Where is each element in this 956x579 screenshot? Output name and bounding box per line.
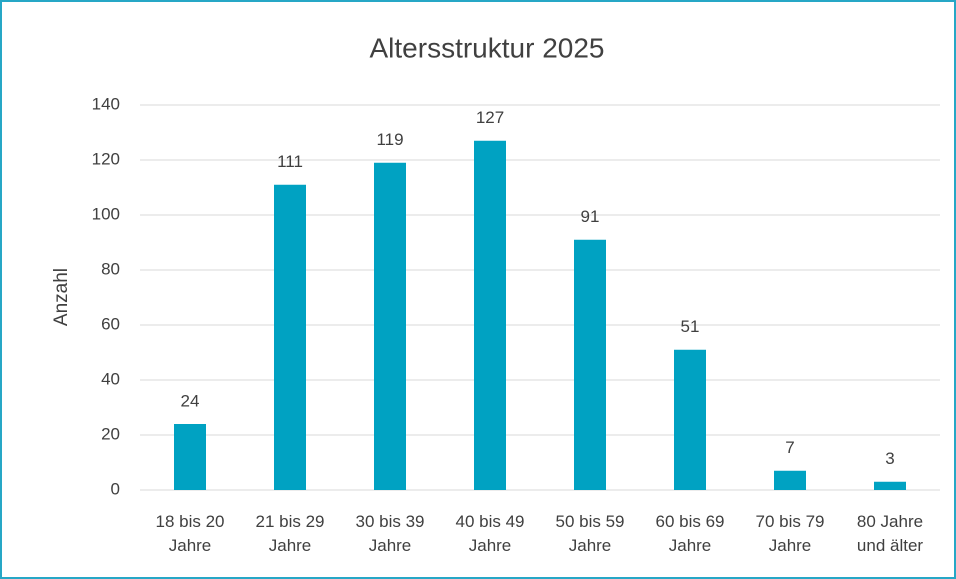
bar	[374, 162, 406, 490]
y-tick-label: 120	[92, 149, 120, 168]
x-tick-label: 30 bis 39 Jahre	[355, 512, 425, 555]
value-label: 119	[376, 130, 403, 149]
y-tick-label: 140	[92, 94, 120, 113]
y-tick-label: 100	[92, 204, 120, 223]
x-tick-label: 80 Jahre und älter	[856, 512, 924, 555]
x-tick-label: 70 bis 79 Jahre	[755, 512, 825, 555]
value-label: 51	[681, 317, 700, 336]
bar	[674, 349, 706, 490]
y-tick-label: 0	[111, 479, 120, 498]
bar	[174, 424, 206, 490]
y-tick-label: 80	[101, 259, 120, 278]
y-tick-label: 40	[101, 369, 120, 388]
x-tick-label: 40 bis 49 Jahre	[455, 512, 525, 555]
value-label: 127	[476, 108, 504, 127]
y-tick-label: 60	[101, 314, 120, 333]
value-label: 24	[181, 391, 200, 410]
value-label: 111	[277, 152, 303, 171]
chart-title: Altersstruktur 2025	[370, 32, 605, 63]
x-tick-label: 60 bis 69 Jahre	[655, 512, 725, 555]
bar	[774, 470, 806, 490]
bar	[274, 184, 306, 490]
x-tick-label: 50 bis 59 Jahre	[555, 512, 625, 555]
bar	[574, 239, 606, 490]
x-tick-label: 18 bis 20 Jahre	[155, 512, 225, 555]
bar	[474, 140, 506, 490]
y-axis-label: Anzahl	[51, 268, 72, 326]
value-label: 91	[581, 207, 600, 226]
y-tick-label: 20	[101, 424, 120, 443]
value-label: 3	[885, 449, 894, 468]
x-tick-label: 21 bis 29 Jahre	[255, 512, 325, 555]
bar	[874, 481, 906, 490]
value-label: 7	[785, 438, 794, 457]
